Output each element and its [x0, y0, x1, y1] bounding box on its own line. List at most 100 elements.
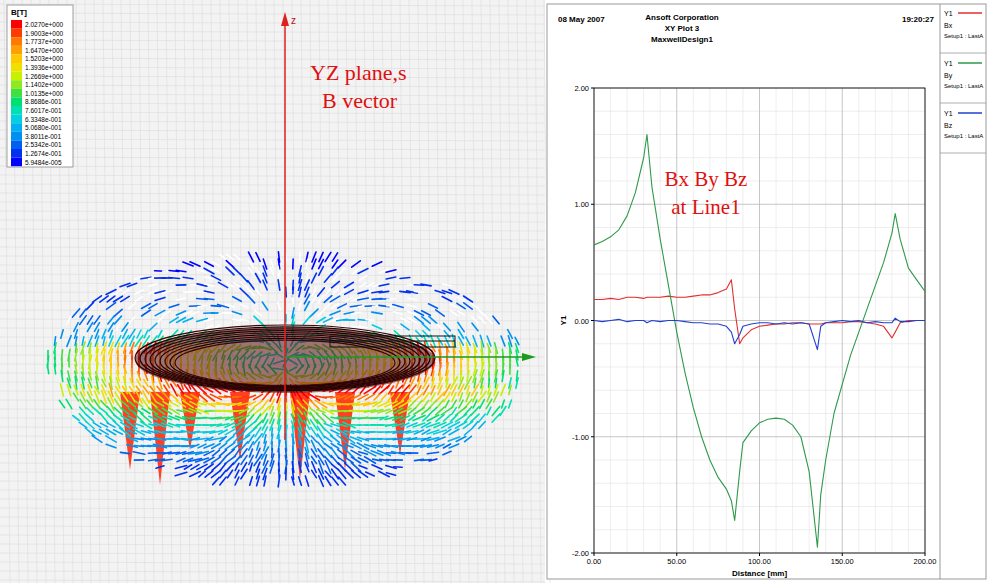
background-grid-line	[0, 490, 545, 492]
legend-trace-label: Y1	[944, 60, 953, 67]
field-vector	[480, 400, 485, 409]
field-vector	[241, 282, 248, 287]
field-vector	[338, 450, 346, 457]
color-label: 1.2674e-001	[25, 150, 62, 157]
field-vector	[234, 254, 240, 259]
color-label: 3.8011e-001	[25, 133, 61, 140]
field-panel: zYZ plane,sB vectorB[T]2.0270e+0001.9003…	[0, 0, 550, 583]
field-vector	[212, 464, 220, 471]
field-vector	[312, 295, 316, 303]
field-vector	[121, 336, 128, 347]
page: zYZ plane,sB vectorB[T]2.0270e+0001.9003…	[0, 0, 989, 583]
field-vector	[401, 324, 409, 330]
field-vector	[226, 283, 233, 286]
field-vector	[472, 422, 478, 429]
background-grid-line	[0, 526, 545, 528]
legend-trace-label: Y1	[944, 110, 953, 117]
field-vector	[417, 386, 421, 394]
field-vector	[226, 261, 233, 268]
field-vector	[379, 284, 389, 286]
field-vector	[47, 364, 48, 373]
background-grid-line	[0, 283, 545, 285]
field-vector	[183, 318, 193, 322]
field-vector	[331, 281, 340, 288]
field-vector	[144, 380, 148, 387]
field-vector	[136, 297, 143, 302]
field-vector	[344, 319, 355, 321]
header-date: 08 May 2007	[558, 15, 605, 24]
color-swatch	[11, 132, 22, 141]
color-swatch	[11, 115, 22, 124]
field-vector	[158, 331, 162, 338]
field-vector	[248, 415, 253, 421]
field-vector	[509, 385, 511, 394]
field-vector	[374, 386, 381, 394]
field-vector	[345, 445, 353, 448]
field-vector	[479, 414, 486, 422]
field-vector	[149, 323, 157, 331]
field-vector	[61, 371, 63, 382]
field-vector	[338, 457, 346, 462]
background-grid-line	[526, 0, 532, 583]
field-vector	[337, 429, 347, 435]
field-vector	[471, 303, 479, 308]
color-swatch	[11, 158, 22, 167]
field-vector	[423, 400, 429, 407]
field-vector	[360, 283, 367, 287]
field-vector	[451, 377, 458, 389]
field-vector	[120, 452, 129, 453]
background-grid-line	[0, 139, 545, 141]
field-vector	[122, 401, 129, 407]
color-swatch	[11, 29, 22, 38]
field-vector	[72, 309, 79, 317]
background-grid-line	[0, 580, 545, 582]
field-vector	[487, 407, 491, 415]
field-vector	[110, 330, 113, 338]
field-vector	[339, 268, 344, 275]
field-vector	[501, 336, 505, 346]
field-vector	[248, 267, 254, 274]
field-vector	[67, 384, 70, 395]
field-vector	[386, 270, 396, 273]
field-vector	[256, 253, 260, 262]
report-panel: 08 May 2007Ansoft CorporationXY Plot 3Ma…	[547, 4, 986, 579]
field-vector	[325, 477, 331, 486]
field-vector	[465, 436, 472, 441]
color-label: 1.5203e+000	[25, 55, 64, 62]
field-vector	[262, 302, 267, 310]
field-vector	[248, 289, 255, 296]
field-vector	[241, 429, 247, 436]
color-swatch	[11, 123, 22, 132]
field-vector	[142, 409, 150, 414]
background-grid-line	[0, 211, 545, 213]
background-grid-line	[0, 508, 545, 510]
report-frame	[547, 4, 986, 579]
color-legend-box	[7, 5, 73, 167]
field-vector	[408, 318, 416, 322]
background-grid-line	[85, 0, 91, 583]
field-vector	[142, 310, 151, 316]
field-vector	[400, 416, 409, 421]
field-vector	[292, 295, 294, 303]
color-swatch	[11, 72, 22, 81]
field-vector	[234, 436, 240, 443]
field-vector	[86, 415, 93, 422]
field-vector	[133, 452, 145, 455]
field-vector	[474, 378, 476, 387]
field-vector	[155, 414, 166, 421]
field-vector	[495, 378, 496, 387]
field-vector	[332, 464, 338, 469]
field-vector	[478, 392, 486, 403]
field-vector	[460, 371, 461, 381]
field-vector	[80, 309, 86, 317]
color-swatch	[11, 89, 22, 98]
background-grid-line	[481, 0, 487, 583]
field-vector	[285, 468, 287, 480]
field-vector	[250, 463, 252, 471]
background-grid-line	[0, 31, 545, 33]
field-vector	[422, 408, 431, 415]
field-vector	[502, 400, 505, 408]
field-vector	[80, 316, 86, 325]
background-grid-line	[0, 22, 545, 24]
field-vector	[134, 459, 143, 461]
